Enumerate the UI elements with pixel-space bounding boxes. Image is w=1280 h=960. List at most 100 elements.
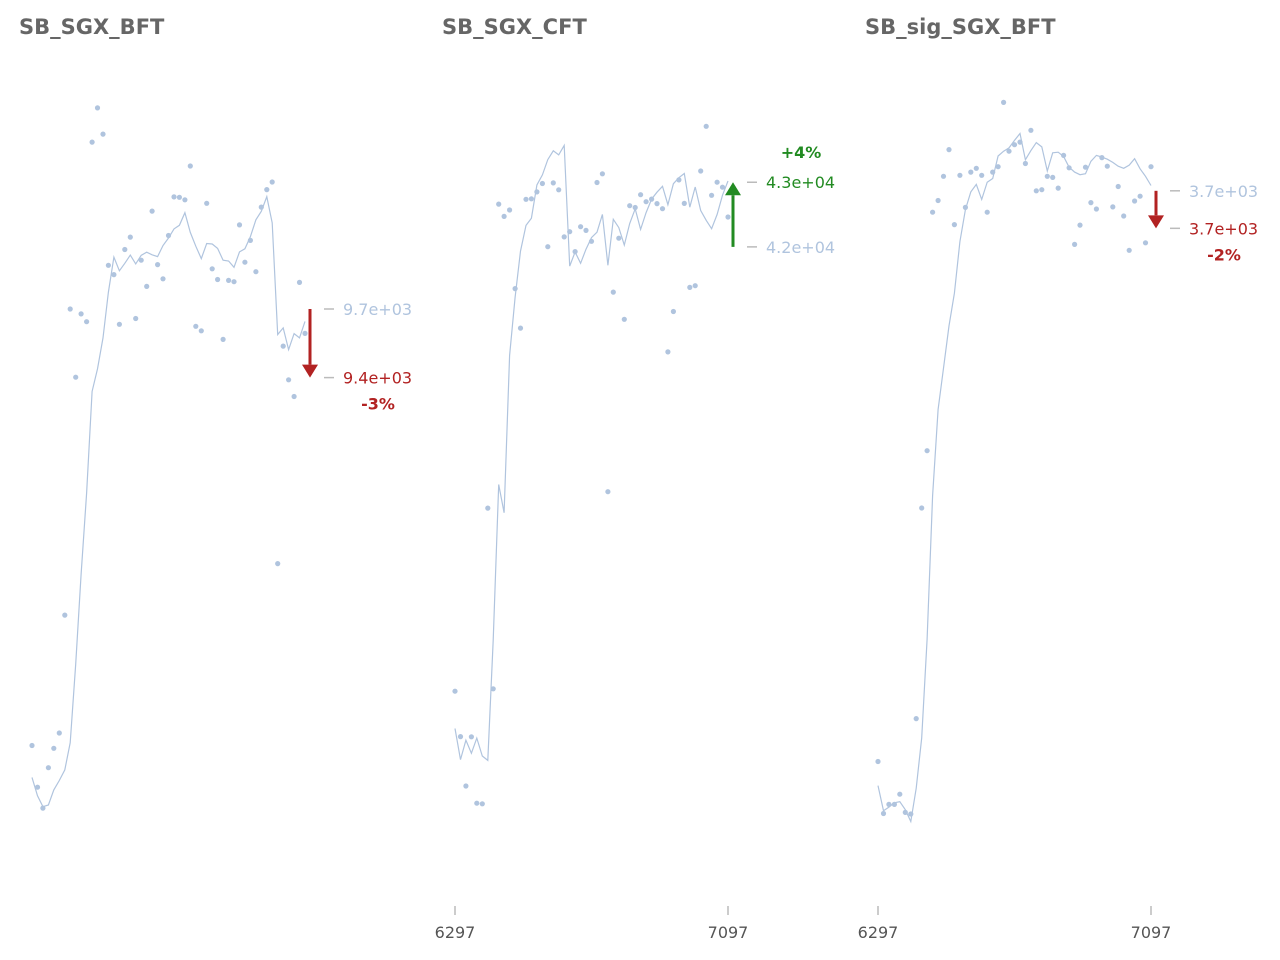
scatter-point: [709, 192, 715, 198]
scatter-point: [627, 203, 633, 209]
scatter-point: [507, 207, 513, 213]
scatter-point: [242, 259, 248, 265]
scatter-point: [193, 323, 199, 329]
scatter-point: [632, 204, 638, 211]
chart-panel-3: SB_sig_SGX_BFT 6297 7097 3.7e+03 3.7e+03 -2%: [858, 15, 1258, 942]
scatter-point: [1061, 152, 1067, 158]
scatter-point: [264, 187, 270, 193]
x-tick-label: 6297: [858, 923, 899, 942]
scatter-point: [534, 189, 540, 195]
scatter-point: [463, 783, 469, 789]
scatter-point: [209, 266, 215, 272]
scatter-point: [561, 234, 567, 240]
scatter-point: [204, 200, 210, 206]
scatter-point: [111, 272, 117, 278]
scatter-point: [116, 321, 122, 327]
scatter-point: [1066, 165, 1072, 171]
scatter-point: [165, 232, 172, 239]
scatter-point: [512, 286, 518, 292]
scatter-point: [599, 171, 606, 177]
scatter-point: [182, 197, 188, 203]
scatter-point: [995, 164, 1001, 170]
scatter-point: [886, 801, 892, 808]
scatter-point: [692, 283, 698, 289]
scatter-point: [649, 196, 655, 202]
scatter-point: [187, 163, 193, 169]
scatter-point: [457, 734, 464, 740]
scatter-point: [149, 208, 155, 214]
scatter-point: [517, 325, 524, 331]
scatter-point: [160, 276, 166, 282]
scatter-point: [51, 745, 57, 751]
scatter-point: [935, 197, 941, 204]
scatter-point: [973, 165, 979, 171]
scatter-point: [258, 204, 264, 210]
target-value-label: 9.4e+03: [343, 369, 412, 388]
scatter-point: [594, 179, 600, 186]
scatter-point: [1132, 198, 1138, 204]
scatter-point: [485, 505, 491, 511]
scatter-point: [681, 200, 687, 206]
trend-line: [31, 194, 306, 808]
scatter-point: [452, 688, 458, 694]
last-value-label: 3.7e+03: [1189, 182, 1258, 201]
scatter-point: [302, 330, 308, 336]
scatter-point: [968, 169, 974, 175]
scatter-point: [616, 235, 622, 241]
scatter-point: [1077, 222, 1083, 228]
scatter-point: [1104, 163, 1110, 169]
scatter-point: [891, 801, 898, 808]
chart-title: SB_sig_SGX_BFT: [865, 15, 1056, 39]
scatter-point: [1148, 164, 1154, 170]
scatter-point: [1017, 139, 1023, 145]
scatter-point: [1039, 187, 1045, 193]
scatter-point: [474, 800, 480, 806]
trend-line: [877, 132, 1152, 824]
scatter-point: [100, 131, 106, 137]
last-value-label: 4.2e+04: [766, 238, 835, 257]
scatter-point: [286, 377, 292, 383]
scatter-point: [583, 227, 589, 233]
scatter-point: [539, 180, 546, 187]
scatter-point: [908, 811, 914, 817]
scatter-point: [528, 196, 535, 202]
x-tick-label: 7097: [708, 923, 749, 942]
scatter-point: [1142, 240, 1149, 246]
scatter-point: [73, 374, 79, 380]
scatter-point: [714, 179, 720, 185]
scatter-point: [247, 237, 253, 243]
scatter-point: [501, 213, 507, 219]
scatter-point: [946, 147, 952, 153]
scatter-point: [902, 809, 908, 816]
scatter-point: [479, 801, 485, 807]
chart-title: SB_SGX_BFT: [19, 15, 165, 39]
scatter-point: [1033, 188, 1039, 194]
scatter-point: [567, 229, 573, 235]
scatter-point: [45, 765, 52, 771]
scatter-point: [1044, 173, 1050, 179]
scatter-point: [1110, 204, 1116, 210]
scatter-point: [1088, 200, 1094, 206]
scatter-point: [897, 791, 903, 797]
scatter-point: [226, 277, 232, 283]
scatter-point: [34, 784, 41, 790]
scatter-point: [231, 279, 237, 285]
forecast-arrow-head: [302, 364, 318, 378]
scatter-point: [643, 199, 649, 205]
scatter-point: [1137, 193, 1143, 199]
scatter-point: [578, 224, 584, 230]
scatter-point: [78, 311, 84, 317]
scatter-point: [588, 238, 595, 244]
forecast-arrow-head: [725, 182, 741, 196]
scatter-point: [1115, 183, 1121, 190]
x-tick-label: 7097: [1131, 923, 1172, 942]
chart-panel-2: SB_SGX_CFT 6297 7097 4.2e+04 4.3e+04 +4%: [435, 15, 835, 942]
scatter-point: [880, 810, 887, 817]
scatter-point: [523, 196, 529, 202]
scatter-point: [1055, 185, 1061, 191]
scatter-point: [638, 192, 644, 198]
scatter-point: [496, 201, 502, 207]
scatter-point: [1126, 247, 1132, 253]
scatter-point: [220, 336, 226, 342]
scatter-point: [698, 168, 704, 174]
